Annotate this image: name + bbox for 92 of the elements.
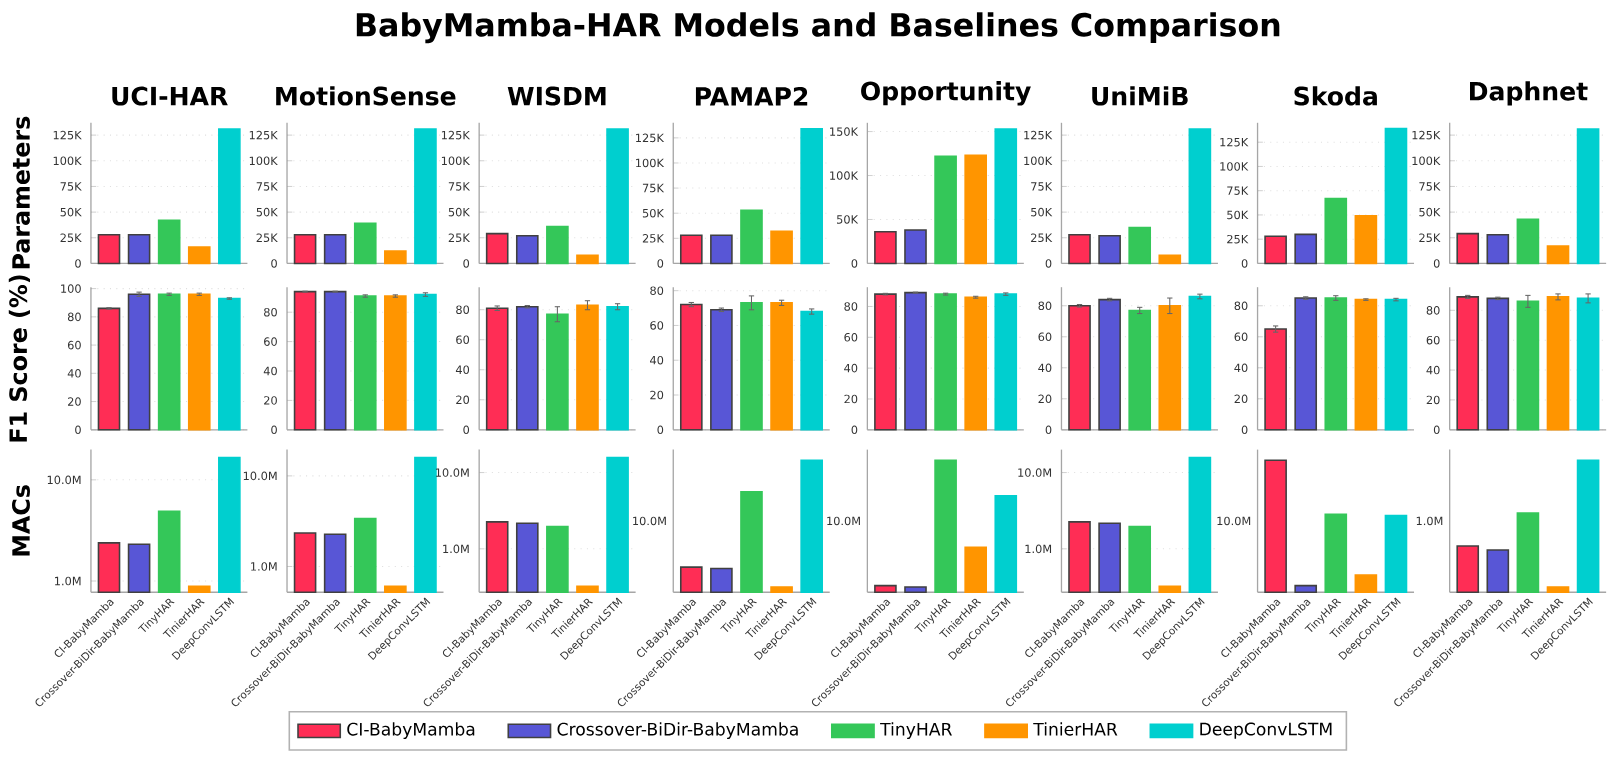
bar: [97, 307, 121, 431]
bar: [1264, 327, 1287, 431]
bar: [576, 254, 599, 264]
bar: [964, 546, 987, 593]
bar: [770, 230, 793, 264]
bar: [679, 566, 703, 593]
bar: [1354, 573, 1378, 593]
category-label: TinierHAR: [1033, 722, 1118, 736]
chart-title: PAMAP2: [695, 86, 808, 106]
chart-title: Skoda: [1294, 85, 1377, 106]
bar: [1128, 309, 1152, 431]
bar: [1324, 296, 1348, 431]
bar: [1516, 218, 1540, 264]
bar: [1128, 226, 1152, 264]
category-label: Crossover-BiDir-BabyMamba: [557, 722, 798, 739]
bar: [1158, 254, 1182, 264]
bar: [904, 228, 927, 264]
bar: [127, 293, 151, 431]
bar: [1486, 548, 1510, 593]
bar: [157, 219, 181, 264]
bar: [1294, 296, 1318, 431]
bar: [1188, 127, 1212, 264]
y-axis-title: Parameters: [12, 116, 30, 269]
bar: [1188, 295, 1212, 431]
bar: [994, 494, 1018, 593]
bar: [1354, 298, 1378, 431]
bar: [1098, 298, 1121, 431]
bar: [1068, 304, 1091, 431]
bar: [1546, 244, 1570, 264]
chart-title: MotionSense: [276, 85, 456, 106]
bar: [606, 127, 629, 264]
bar: [1384, 127, 1408, 264]
bar: [485, 232, 509, 264]
bar: [874, 584, 897, 593]
bar: [187, 293, 211, 431]
bar: [934, 459, 957, 593]
bar: [1264, 235, 1287, 264]
bar: [218, 297, 241, 431]
bar: [800, 127, 823, 264]
y-axis-title: MACs: [12, 484, 30, 556]
bar: [1546, 585, 1570, 593]
bar: [710, 567, 733, 593]
bar: [1576, 127, 1600, 264]
bar: [964, 154, 987, 264]
bar: [1294, 584, 1318, 593]
bar: [770, 585, 793, 593]
bar: [127, 233, 151, 264]
bar: [1456, 544, 1480, 593]
bar: [384, 250, 407, 264]
bar: [218, 127, 241, 264]
bar: [323, 233, 347, 264]
bar: [1068, 233, 1091, 264]
bar: [1324, 513, 1348, 593]
bar: [740, 209, 763, 264]
bar: [1384, 298, 1408, 431]
chart-title: Opportunity: [861, 80, 1031, 106]
y-axis-title: F1 Score (%): [8, 275, 30, 442]
bar: [1456, 232, 1480, 264]
bar: [97, 233, 121, 264]
bar: [710, 234, 733, 264]
bar: [353, 222, 377, 264]
bar: [546, 225, 569, 264]
bar: [1516, 511, 1540, 593]
chart-title: UniMiB: [1092, 85, 1188, 106]
bar: [1294, 233, 1318, 264]
bar: [1354, 214, 1378, 264]
bar: [1486, 233, 1510, 264]
chart-title: WISDM: [507, 86, 606, 106]
bar: [414, 127, 437, 264]
bar: [1384, 514, 1408, 593]
text: BabyMamba-HAR Models and Baselines Comparison: [356, 12, 1280, 43]
bar: [904, 585, 927, 593]
category-label: DeepConvLSTM: [1200, 722, 1332, 739]
bar: [800, 459, 823, 593]
bar: [934, 155, 957, 264]
category-label: CI-BabyMamba: [347, 722, 475, 739]
bar: [1264, 459, 1287, 593]
bar: [293, 233, 317, 264]
chart-title: Daphnet: [1470, 80, 1588, 106]
category-label: TinyHAR: [880, 722, 952, 739]
bar: [187, 245, 211, 264]
bar: [679, 234, 703, 264]
bar: [994, 127, 1018, 264]
chart-title: UCI-HAR: [112, 86, 228, 106]
bar: [874, 230, 897, 264]
bar: [1576, 459, 1600, 593]
bar: [1098, 234, 1121, 264]
bar: [515, 234, 539, 264]
bar: [1324, 197, 1348, 264]
bar: [1158, 304, 1182, 431]
bar: [740, 490, 763, 593]
bar: [157, 293, 181, 431]
